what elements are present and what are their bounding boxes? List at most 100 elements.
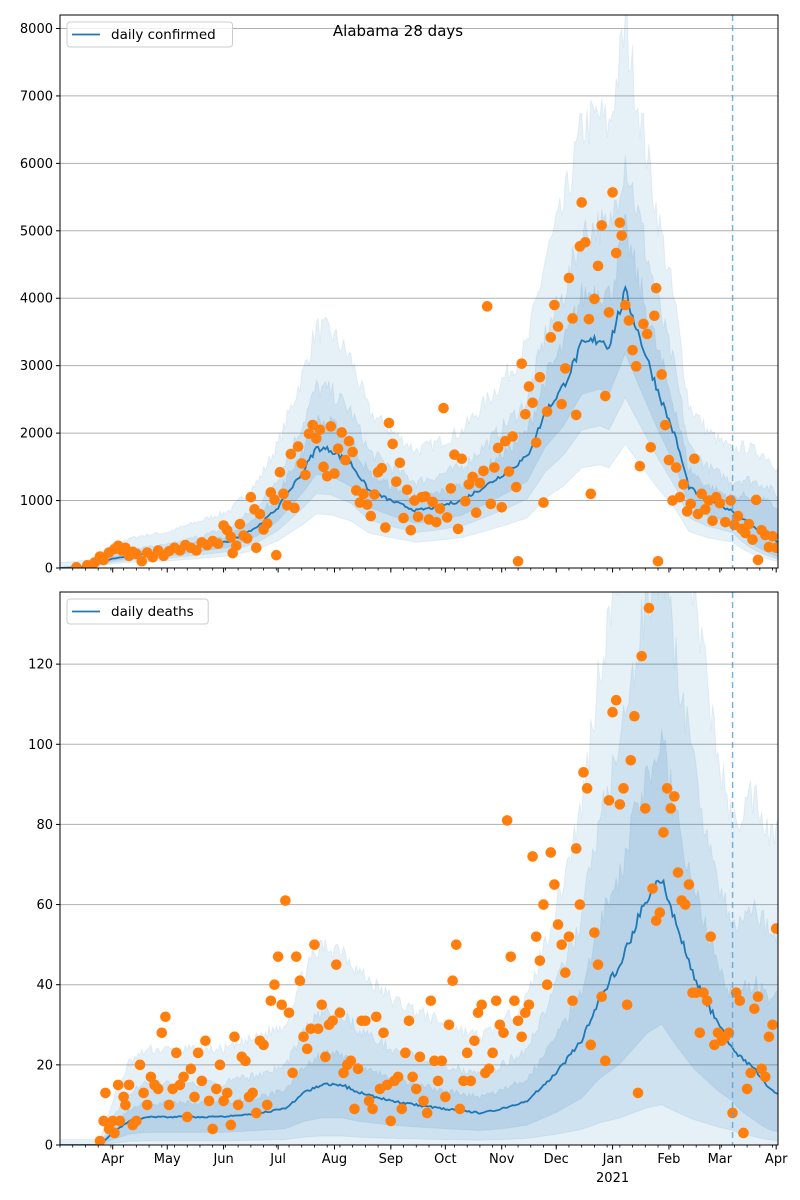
observed-point bbox=[456, 453, 468, 465]
observed-point bbox=[261, 1099, 273, 1111]
observed-point bbox=[309, 939, 320, 950]
observed-point bbox=[360, 1015, 371, 1027]
observed-point bbox=[254, 508, 266, 520]
observed-point bbox=[589, 293, 600, 305]
observed-point bbox=[756, 1063, 767, 1075]
observed-point bbox=[336, 427, 348, 438]
observed-point bbox=[683, 879, 695, 890]
observed-point bbox=[450, 939, 462, 950]
observed-point bbox=[512, 1015, 524, 1027]
y-tick-label: 40 bbox=[36, 978, 53, 993]
observed-point bbox=[670, 462, 682, 473]
observed-point bbox=[610, 694, 622, 706]
observed-point bbox=[600, 390, 611, 402]
observed-point bbox=[643, 602, 655, 614]
observed-point bbox=[545, 847, 557, 858]
observed-point bbox=[320, 1051, 331, 1063]
observed-point bbox=[478, 465, 489, 477]
observed-point bbox=[269, 494, 280, 506]
observed-point bbox=[114, 1115, 126, 1127]
observed-point bbox=[314, 424, 326, 436]
observed-point bbox=[390, 476, 402, 487]
observed-point bbox=[770, 542, 778, 554]
confirmed-panel: 0 1000 2000 3000 4000 5000 6000 7000 8000 daily c… bbox=[20, 14, 779, 577]
observed-point bbox=[365, 510, 377, 522]
observed-point bbox=[625, 755, 637, 766]
observed-point bbox=[196, 1075, 208, 1087]
observed-point bbox=[616, 230, 627, 241]
observed-point bbox=[192, 1047, 204, 1059]
observed-point bbox=[581, 783, 593, 794]
observed-point bbox=[438, 402, 449, 414]
observed-point bbox=[690, 987, 702, 999]
observed-point bbox=[241, 533, 253, 544]
observed-point bbox=[549, 299, 560, 311]
year-label: 2021 bbox=[596, 1171, 629, 1186]
observed-point bbox=[583, 313, 595, 325]
legend: daily deaths bbox=[66, 598, 209, 625]
observed-point bbox=[656, 369, 667, 380]
observed-point bbox=[489, 462, 500, 473]
observed-point bbox=[443, 1019, 455, 1031]
y-tick-label: 3000 bbox=[20, 359, 53, 374]
observed-point bbox=[618, 783, 629, 794]
observed-point bbox=[418, 1095, 429, 1107]
observed-point bbox=[178, 1071, 189, 1083]
observed-point bbox=[410, 1083, 422, 1095]
observed-point bbox=[276, 999, 288, 1011]
observed-point bbox=[369, 489, 380, 500]
observed-point bbox=[567, 313, 578, 324]
observed-point bbox=[501, 815, 513, 826]
observed-point bbox=[512, 555, 524, 567]
y-tick-label: 120 bbox=[28, 658, 53, 673]
observed-point bbox=[689, 453, 700, 465]
observed-point bbox=[767, 531, 778, 542]
observed-point bbox=[743, 518, 755, 530]
observed-point bbox=[530, 437, 542, 448]
observed-point bbox=[440, 1091, 451, 1103]
observed-point bbox=[436, 1055, 448, 1067]
observed-point bbox=[349, 1103, 360, 1115]
observed-point bbox=[94, 1135, 106, 1145]
observed-point bbox=[627, 344, 638, 356]
x-tick-label: Dec bbox=[544, 1152, 569, 1167]
observed-point bbox=[621, 999, 633, 1011]
observed-point bbox=[596, 220, 607, 231]
observed-point bbox=[752, 554, 764, 566]
observed-point bbox=[741, 1083, 753, 1095]
observed-point bbox=[460, 495, 471, 507]
y-tick-label: 4000 bbox=[20, 292, 53, 307]
observed-point bbox=[245, 491, 257, 503]
plot-area bbox=[60, 15, 778, 568]
observed-point bbox=[429, 1055, 440, 1067]
observed-point bbox=[347, 446, 358, 458]
observed-point bbox=[138, 1087, 149, 1099]
observed-point bbox=[654, 907, 666, 918]
y-tick-label: 100 bbox=[28, 738, 53, 753]
observed-point bbox=[163, 1099, 175, 1111]
observed-point bbox=[394, 457, 406, 469]
observed-point bbox=[232, 1099, 244, 1111]
observed-point bbox=[380, 522, 391, 533]
observed-point bbox=[556, 939, 567, 950]
observed-point bbox=[523, 381, 535, 392]
observed-point bbox=[280, 895, 291, 906]
observed-point bbox=[603, 795, 615, 806]
observed-point bbox=[332, 443, 344, 454]
observed-point bbox=[652, 555, 664, 567]
observed-point bbox=[405, 524, 417, 536]
observed-point bbox=[527, 397, 538, 409]
observed-point bbox=[338, 1067, 349, 1079]
observed-point bbox=[650, 282, 662, 294]
observed-point bbox=[156, 1027, 168, 1039]
observed-point bbox=[474, 477, 486, 489]
observed-point bbox=[534, 371, 546, 383]
observed-point bbox=[251, 542, 262, 554]
observed-point bbox=[510, 481, 522, 493]
observed-point bbox=[685, 498, 697, 510]
observed-point bbox=[152, 1083, 164, 1095]
observed-point bbox=[630, 361, 642, 372]
x-tick-label: May bbox=[154, 1152, 181, 1167]
observed-point bbox=[383, 417, 395, 429]
observed-point bbox=[623, 315, 635, 326]
